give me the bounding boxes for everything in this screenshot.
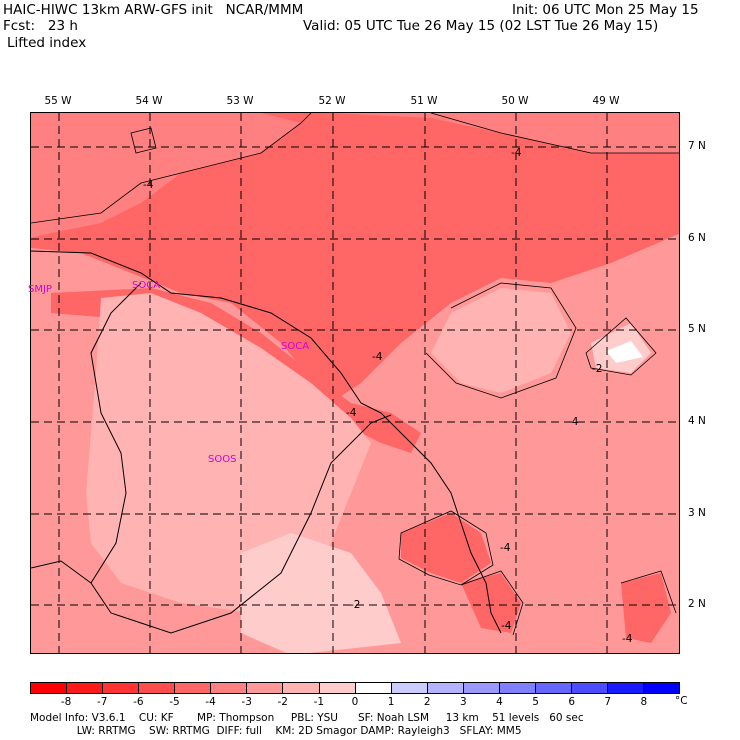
station-label: SOCA: [281, 341, 310, 352]
colorbar-swatch: [644, 683, 680, 693]
contour-label: -4: [511, 147, 522, 159]
contour-label: -2: [350, 599, 361, 611]
station-label: SOCA: [132, 280, 161, 291]
colorbar-tick-label: -8: [60, 696, 72, 708]
field-shade-minus4: [461, 573, 521, 633]
lon-label: 54 W: [135, 95, 163, 107]
contour-label: -4: [568, 416, 579, 428]
model-info-line2: LW: RRTMG SW: RRTMG DIFF: full KM: 2D Sm…: [30, 725, 522, 737]
colorbar-tick-label: -2: [277, 696, 288, 708]
colorbar-tick-label: 3: [459, 696, 467, 708]
coastline-borders: [31, 250, 502, 634]
contour-label: -4: [372, 351, 383, 363]
lon-label: 53 W: [226, 95, 254, 107]
colorbar-tick-label: 7: [604, 696, 612, 708]
colorbar-tick-label: 6: [568, 696, 575, 708]
contour-label: -4: [501, 620, 512, 632]
colorbar-swatch: [283, 683, 320, 693]
init-time: Init: 06 UTC Mon 25 May 15: [512, 2, 699, 18]
colorbar-swatch: [391, 683, 428, 693]
field-name: Lifted index: [7, 35, 87, 51]
colorbar-swatch: [608, 683, 645, 693]
colorbar-swatch: [211, 683, 248, 693]
field-shade-minus4: [31, 113, 679, 403]
colorbar-tick-label: -6: [133, 696, 144, 708]
lat-lon-grid: [31, 113, 679, 653]
lon-label: 49 W: [592, 95, 620, 107]
colorbar-tick-label: -4: [205, 696, 216, 708]
field-shade-minus2: [86, 293, 371, 613]
colorbar-unit: °C: [675, 695, 688, 707]
valid-time: Valid: 05 UTC Tue 26 May 15 (02 LST Tue …: [303, 18, 659, 34]
field-shade-minus4: [621, 573, 671, 643]
contour-label: -2: [592, 363, 603, 375]
field-shade-zero: [606, 341, 643, 363]
colorbar: [30, 682, 680, 694]
colorbar-swatch: [463, 683, 500, 693]
field-shade-minus2: [431, 288, 571, 393]
field-shade-minus3: [31, 113, 679, 153]
station-label: SOOS: [208, 454, 237, 465]
colorbar-swatch: [247, 683, 284, 693]
contour-label: -4: [622, 633, 633, 645]
contour-label: -4: [500, 542, 511, 554]
colorbar-swatch: [499, 683, 536, 693]
lat-label: 7 N: [688, 140, 706, 152]
lifted-index-field: [31, 113, 679, 653]
lon-label: 51 W: [410, 95, 438, 107]
lon-label: 55 W: [44, 95, 72, 107]
lat-label: 3 N: [688, 507, 706, 519]
colorbar-swatch: [427, 683, 464, 693]
map-panel: [30, 112, 680, 654]
colorbar-swatch: [355, 683, 392, 693]
colorbar-swatch: [535, 683, 572, 693]
colorbar-tick-label: 2: [423, 696, 431, 708]
colorbar-tick-label: -7: [96, 696, 108, 708]
lon-label: 52 W: [318, 95, 346, 107]
lat-label: 5 N: [688, 323, 706, 335]
colorbar-tick-label: 5: [532, 696, 539, 708]
colorbar-tick-label: 0: [351, 696, 359, 708]
colorbar-tick-label: 8: [640, 696, 648, 708]
colorbar-tick-label: -3: [241, 696, 252, 708]
colorbar-tick-label: -5: [169, 696, 180, 708]
colorbar-swatch: [571, 683, 608, 693]
lon-label: 50 W: [501, 95, 529, 107]
lat-label: 2 N: [688, 598, 706, 610]
colorbar-tick-label: -1: [313, 696, 325, 708]
colorbar-swatch: [31, 683, 68, 693]
colorbar-swatch: [175, 683, 212, 693]
field-shade-minus4: [361, 238, 471, 313]
lat-label: 4 N: [688, 415, 706, 427]
forecast-hour: Fcst: 23 h: [3, 18, 78, 34]
colorbar-swatch: [103, 683, 140, 693]
contour-label: -4: [143, 179, 154, 191]
field-shade-minus4: [51, 288, 421, 453]
station-label: SMJP: [28, 284, 52, 295]
header-title: HAIC-HIWC 13km ARW-GFS init NCAR/MMM: [3, 2, 304, 18]
contour-label: -4: [346, 407, 357, 419]
colorbar-swatch: [319, 683, 356, 693]
model-info-line1: Model Info: V3.6.1 CU: KF MP: Thompson P…: [30, 712, 584, 724]
field-shade-minus4: [401, 513, 491, 583]
lat-label: 6 N: [688, 232, 706, 244]
colorbar-swatch: [67, 683, 104, 693]
field-shade-minus1: [241, 533, 401, 653]
colorbar-tick-label: 1: [387, 696, 395, 708]
colorbar-swatch: [139, 683, 176, 693]
colorbar-tick-label: 4: [496, 696, 503, 708]
contour-lines: [31, 113, 679, 636]
field-shade-minus3: [31, 113, 301, 238]
